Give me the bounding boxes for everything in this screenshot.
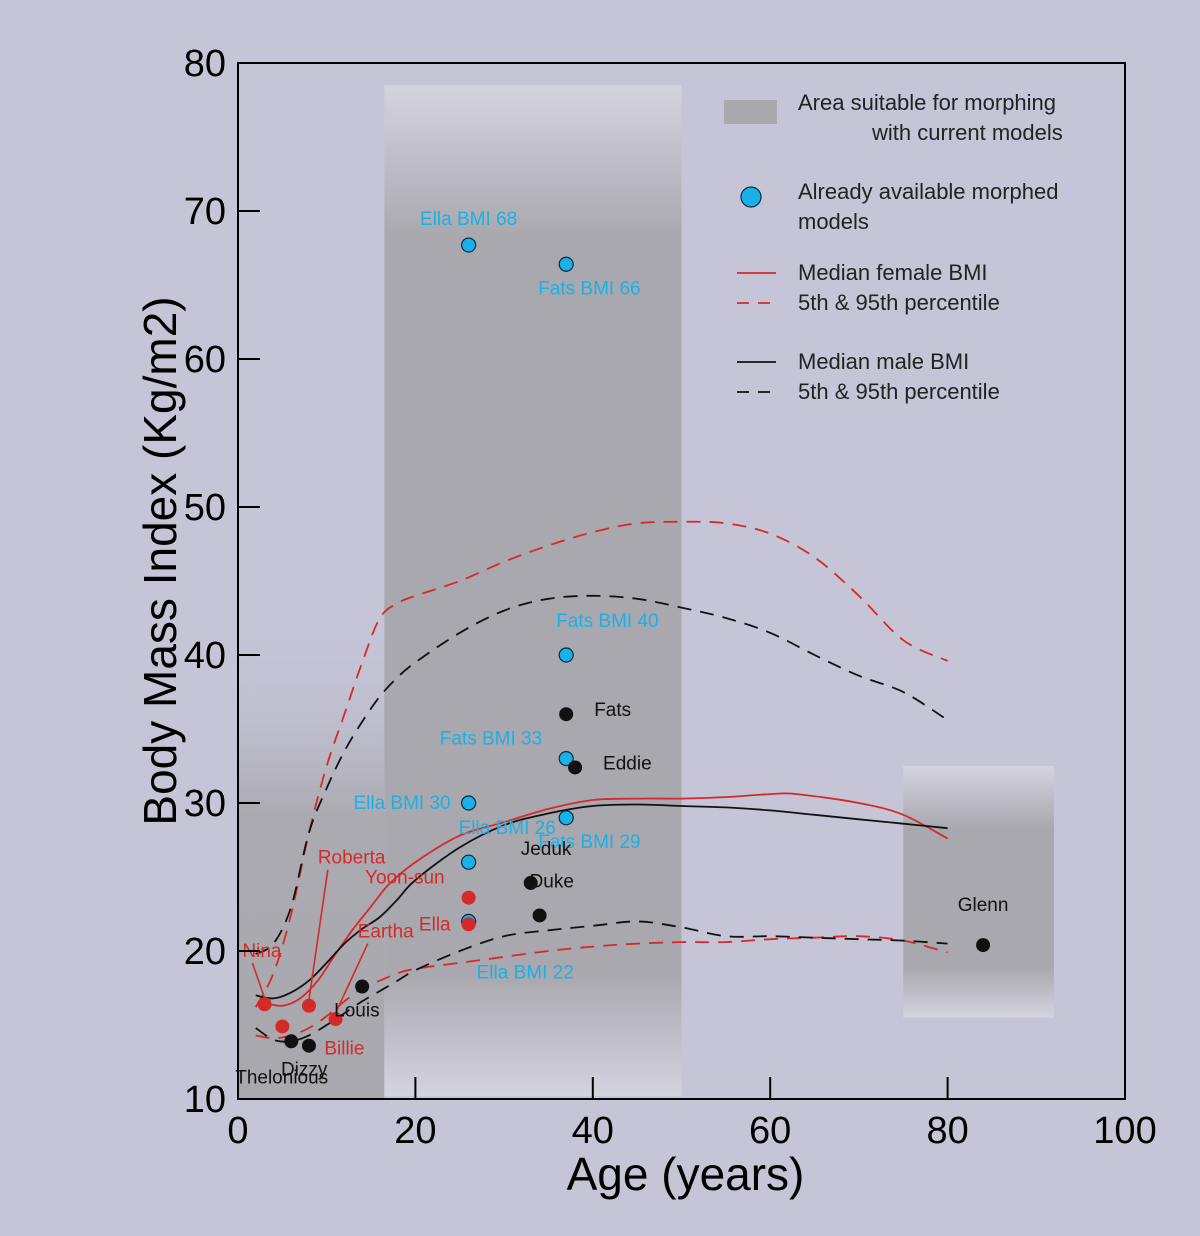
point-jeduk (523, 875, 538, 890)
point-yoon-sun (461, 890, 476, 905)
label-ella: Ella (419, 914, 451, 935)
point-ella-bmi-30 (461, 795, 477, 811)
legend-item-5: Median male BMI (737, 349, 969, 374)
legend-label: 5th & 95th percentile (798, 290, 1000, 315)
label-fats-bmi-66: Fats BMI 66 (538, 278, 640, 299)
label-ella-bmi-30: Ella BMI 30 (353, 793, 450, 814)
y-tick-label: 50 (184, 487, 226, 529)
legend-label: Median female BMI (798, 260, 988, 285)
point-eddie (568, 760, 583, 775)
y-tick-label: 70 (184, 191, 226, 233)
point-fats-bmi-29 (558, 810, 574, 826)
series-female-95th-percentile (254, 520, 948, 1008)
label-thelonious: Thelonious (235, 1067, 328, 1088)
point-ella-bmi-26 (461, 854, 477, 870)
legend: Area suitable for morphing with current m… (724, 90, 1063, 404)
label-leader-lines (251, 869, 369, 1014)
leader-eartha (334, 943, 369, 1014)
point-ella-bmi-68 (461, 237, 477, 253)
label-ella-bmi-68: Ella BMI 68 (420, 209, 517, 230)
label-jeduk: Jeduk (521, 839, 572, 860)
legend-swatch-marker (740, 186, 762, 208)
point-nina (257, 997, 272, 1012)
legend-item-6: 5th & 95th percentile (737, 379, 1000, 404)
legend-label: models (798, 209, 869, 234)
series-male-95th-percentile (255, 594, 949, 955)
y-tick-label: 20 (184, 931, 226, 973)
label-ella-bmi-26: Ella BMI 26 (459, 818, 556, 839)
leader-nina (251, 962, 266, 999)
point-fats-bmi-66 (558, 256, 574, 272)
label-dizzy: Dizzy (281, 1060, 328, 1081)
legend-label: Already available morphed (798, 179, 1059, 204)
label-fats-bmi-40: Fats BMI 40 (556, 611, 658, 632)
legend-label: Median male BMI (798, 349, 969, 374)
point-fats-bmi-40 (558, 647, 574, 663)
y-tick-label: 10 (184, 1079, 226, 1121)
point-glenn (976, 938, 991, 953)
x-axis: 0 20 40 60 80 100 (227, 1077, 1157, 1152)
legend-label: Area suitable for morphing (798, 90, 1056, 115)
label-ella-bmi-22: Ella BMI 22 (477, 962, 574, 983)
x-tick-label: 60 (749, 1110, 791, 1152)
y-axis: 10 20 30 40 50 60 70 80 (184, 43, 260, 1121)
point-thelonious (284, 1034, 299, 1049)
point-eartha (328, 1012, 343, 1027)
label-glenn: Glenn (958, 895, 1009, 916)
x-axis-title: Age (years) (567, 1148, 805, 1200)
legend-item-1: Area suitable for morphing with current m… (724, 90, 1063, 145)
data-point-labels: Ella BMI 68 Fats BMI 66 Fats BMI 40 Fats BM… (235, 209, 1008, 1088)
point-roberta (301, 998, 316, 1013)
label-nina: Nina (242, 941, 282, 962)
point-duke (532, 908, 547, 923)
series-female-median-bmi (264, 792, 949, 1007)
legend-item-2: Already available morphed models (740, 179, 1059, 234)
label-yoon-sun: Yoon-sun (365, 868, 445, 889)
x-tick-label: 80 (926, 1110, 968, 1152)
legend-swatch-area (724, 100, 777, 124)
morphing-area-1 (238, 610, 385, 1099)
x-tick-label: 40 (572, 1110, 614, 1152)
point-ella (461, 917, 476, 932)
legend-label: with current models (871, 120, 1063, 145)
label-fats-bmi-33: Fats BMI 33 (440, 729, 542, 750)
label-eartha: Eartha (358, 922, 414, 943)
x-tick-label: 0 (227, 1110, 248, 1152)
point-fats-bmi-33 (558, 750, 574, 767)
y-tick-label: 60 (184, 339, 226, 381)
series-male-5th-percentile (255, 920, 948, 1043)
plot-frame (237, 62, 1126, 1100)
label-billie: Billie (324, 1038, 364, 1059)
morphing-area-3 (903, 766, 1055, 1018)
point-billie (275, 1019, 290, 1034)
legend-label: 5th & 95th percentile (798, 379, 1000, 404)
label-roberta: Roberta (318, 848, 386, 869)
label-louis: Louis (334, 1001, 379, 1022)
bmi-curves (254, 520, 949, 1043)
legend-item-3: Median female BMI (737, 260, 988, 285)
label-duke: Duke (530, 871, 574, 892)
series-male-median-bmi (255, 803, 948, 1000)
point-louis (355, 979, 370, 994)
y-tick-label: 40 (184, 635, 226, 677)
point-dizzy (301, 1038, 316, 1053)
y-axis-title: Body Mass Index (Kg/m2) (134, 296, 186, 825)
label-fats-bmi-29: Fats BMI 29 (538, 832, 640, 853)
x-tick-label: 20 (394, 1110, 436, 1152)
data-points (257, 237, 991, 1053)
label-eddie: Eddie (603, 753, 652, 774)
legend-item-4: 5th & 95th percentile (737, 290, 1000, 315)
point-fats (559, 707, 574, 722)
series-female-5th-percentile (255, 935, 948, 1040)
label-fats: Fats (594, 700, 631, 721)
x-tick-label: 100 (1093, 1110, 1156, 1152)
y-tick-label: 30 (184, 783, 226, 825)
y-tick-label: 80 (184, 43, 226, 85)
leader-roberta (308, 869, 329, 1000)
